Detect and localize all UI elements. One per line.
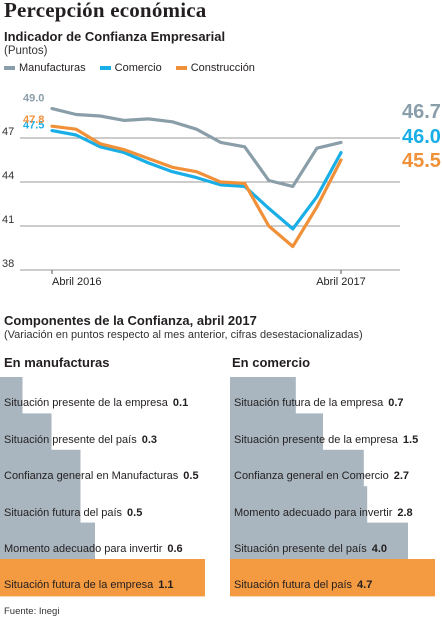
legend-swatch-construccion [175, 66, 187, 70]
bar-category-label: Confianza general en Comercio [234, 470, 389, 483]
bar-label: Situación presente del país 0.3 [4, 434, 157, 446]
bar-label: Situación presente de la empresa 0.1 [4, 397, 188, 409]
legend-label-comercio: Comercio [114, 62, 162, 74]
bar-value-label: 4.0 [371, 543, 387, 555]
bar-value-label: 1.5 [402, 433, 419, 446]
bar-label: Situación futura del país 4.7 [234, 579, 372, 591]
bar [0, 413, 52, 451]
legend-label-manufacturas: Manufacturas [19, 62, 86, 74]
bar-category-label: Situación futura de la empresa [234, 397, 384, 410]
bar-category-label: Situación presente de la empresa [234, 433, 398, 446]
legend-item-construccion: Construcción [175, 62, 255, 74]
bar-chart-svg [230, 377, 435, 597]
bar-value-label: 4.7 [357, 579, 373, 592]
start-label-construccion: 47.8 [23, 114, 44, 126]
bar-label: Momento adecuado para invertir 0.6 [4, 543, 183, 555]
bar-label: Situación futura del país 0.5 [4, 507, 142, 519]
comercio-panel-title: En comercio [232, 355, 311, 370]
start-label-manufacturas: 49.0 [23, 93, 44, 105]
bar-value-label: 2.7 [393, 470, 409, 483]
bar-section-subtitle: (Variación en puntos respecto al mes ant… [4, 329, 363, 341]
bar [0, 486, 81, 524]
y-tick-label: 41 [2, 214, 14, 226]
bar-label: Confianza general en Comercio 2.7 [234, 470, 409, 482]
bar [0, 449, 81, 488]
y-tick-label: 44 [2, 170, 14, 182]
x-tick-label: Abril 2017 [316, 276, 366, 288]
bar-chart-svg [0, 377, 205, 597]
end-label-manufacturas: 46.7 [402, 101, 441, 123]
line-chart-legend: Manufacturas Comercio Construcción [4, 62, 269, 74]
start-label-comercio: 47.5 [23, 120, 44, 132]
bar-category-label: Situación futura del país [234, 579, 353, 592]
bar-label: Situación futura de la empresa 0.7 [234, 397, 404, 409]
bar-value-label: 0.1 [172, 397, 189, 410]
bar-category-label: Momento adecuado para invertir [234, 506, 393, 519]
bar-value-label: 0.6 [167, 543, 183, 555]
bar-value-label: 0.5 [183, 470, 199, 483]
bar-value-label: 0.7 [388, 397, 404, 410]
manufacturas-bar-chart: Situación presente de la empresa 0.1 Situa… [0, 377, 210, 600]
bar-category-label: Situación futura del país [4, 506, 123, 519]
y-tick-label: 38 [2, 258, 14, 270]
bar [0, 522, 95, 560]
series-line-manufacturas [50, 107, 343, 189]
bar-category-label: Situación futura de la empresa [4, 579, 154, 592]
bar-category-label: Situación presente del país [234, 543, 367, 555]
bar-category-label: Confianza general en Manufacturas [4, 470, 179, 483]
end-label-construccion: 45.5 [402, 150, 441, 172]
comercio-bar-chart: Situación futura de la empresa 0.7 Situaci… [230, 377, 440, 600]
bar [0, 559, 205, 597]
legend-item-comercio: Comercio [99, 62, 162, 74]
line-chart-title: Indicador de Confianza Empresarial [4, 29, 226, 44]
bar-category-label: Situación presente del país [4, 433, 137, 446]
line-chart-unit: (Puntos) [4, 45, 48, 57]
bar-value-label: 2.8 [397, 506, 413, 519]
bar-category-label: Momento adecuado para invertir [4, 543, 163, 555]
series-line-comercio [50, 128, 343, 231]
bar [230, 377, 296, 415]
bar-value-label: 0.3 [141, 433, 157, 446]
bar-label: Situación futura de la empresa 1.1 [4, 579, 174, 591]
bar [230, 486, 368, 524]
bar [0, 377, 23, 415]
legend-label-construccion: Construcción [190, 62, 255, 74]
bar-value-label: 1.1 [158, 579, 174, 592]
bar-value-label: 0.5 [127, 506, 143, 519]
bar-label: Momento adecuado para invertir 2.8 [234, 507, 413, 519]
legend-swatch-comercio [99, 66, 111, 70]
bar-section-title: Componentes de la Confianza, abril 2017 [4, 313, 257, 328]
bar-label: Situación presente del país 4.0 [234, 543, 387, 555]
end-label-comercio: 46.0 [402, 126, 441, 148]
legend-item-manufacturas: Manufacturas [4, 62, 86, 74]
manufacturas-panel-title: En manufacturas [4, 355, 110, 370]
bar [230, 413, 323, 451]
source-note: Fuente: Inegi [4, 606, 60, 617]
bar-label: Confianza general en Manufacturas 0.5 [4, 470, 199, 482]
bar [230, 449, 364, 488]
bar [230, 559, 435, 597]
bar [230, 522, 408, 560]
y-tick-label: 47 [2, 126, 14, 138]
series-line-construccion [50, 124, 343, 249]
page-title: Percepción económica [4, 0, 207, 22]
x-tick-label: Abril 2016 [52, 276, 102, 288]
line-chart: 38 41 44 47 Abril 2016 Abril 2017 49.0 47.547.8… [2, 93, 441, 288]
bar-category-label: Situación presente de la empresa [4, 397, 168, 410]
bar-label: Situación presente de la empresa 1.5 [234, 434, 418, 446]
legend-swatch-manufacturas [4, 66, 15, 70]
